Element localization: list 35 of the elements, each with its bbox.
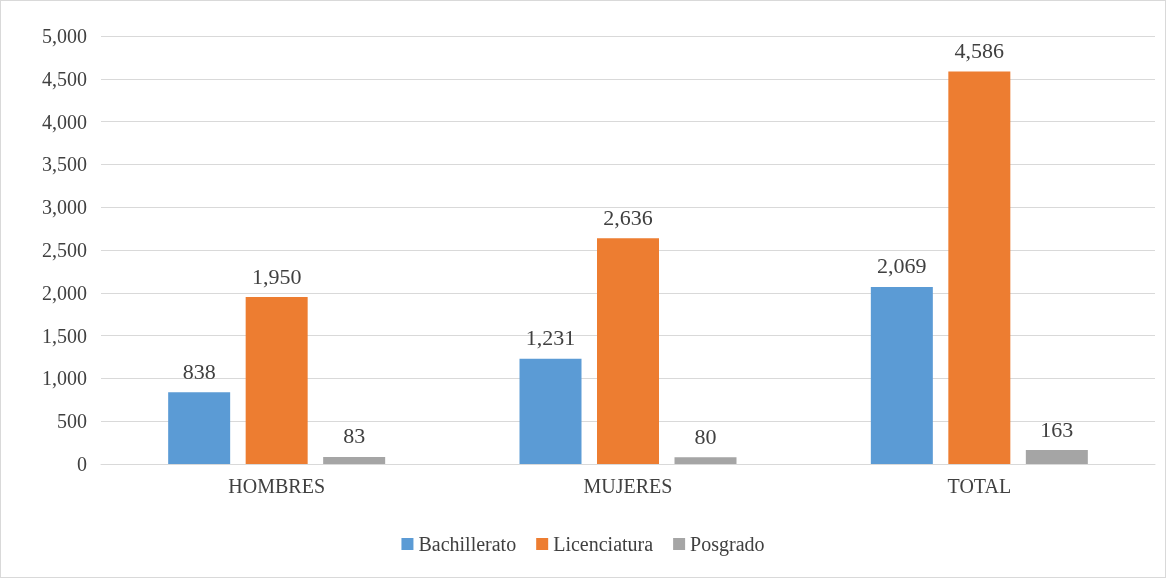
data-label: 2,069: [877, 253, 927, 279]
bar: [674, 457, 737, 464]
bar: [597, 238, 659, 464]
bar: [870, 286, 933, 464]
data-label: 1,950: [251, 263, 302, 289]
y-tick-label: 2,500: [42, 239, 87, 261]
data-label: 83: [343, 423, 366, 449]
data-label: 1,231: [525, 325, 576, 351]
y-tick-label: 0: [77, 453, 87, 475]
bar: [519, 358, 582, 464]
x-tick-label: MUJERES: [583, 475, 673, 497]
bar: [168, 392, 231, 464]
bar: [1025, 450, 1088, 464]
legend-label: Licenciatura: [553, 533, 654, 555]
y-tick-label: 3,500: [42, 153, 87, 176]
data-label: 4,586: [954, 37, 1005, 63]
x-tick-label: TOTAL: [947, 475, 1012, 497]
y-tick-label: 4,000: [42, 110, 87, 133]
x-tick-label: HOMBRES: [228, 475, 326, 497]
y-tick-label: 500: [57, 410, 87, 433]
y-tick-label: 5,000: [42, 25, 87, 47]
bar: [323, 456, 386, 464]
y-tick-label: 2,000: [42, 281, 87, 304]
y-tick-label: 4,500: [42, 67, 87, 90]
y-tick-label: 1,000: [42, 367, 87, 390]
data-label: 838: [182, 358, 216, 384]
legend-label: Bachillerato: [418, 533, 517, 555]
data-label: 80: [694, 423, 717, 449]
data-label: 2,636: [603, 204, 653, 230]
bar: [948, 71, 1011, 464]
y-tick-label: 3,000: [42, 196, 87, 219]
legend-label: Posgrado: [690, 533, 765, 556]
data-label: 163: [1040, 416, 1074, 442]
y-tick-label: 1,500: [42, 324, 87, 347]
bar: [245, 297, 308, 464]
